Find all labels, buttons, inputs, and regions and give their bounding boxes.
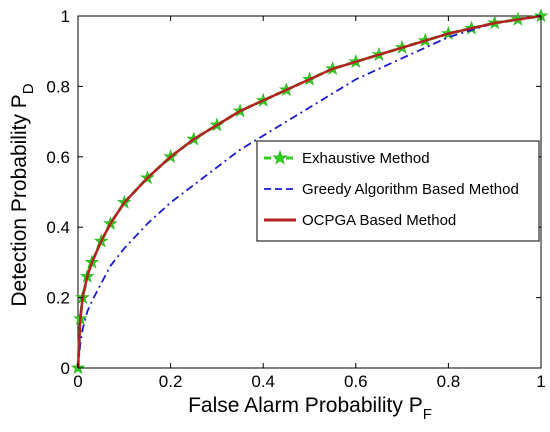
x-tick-label: 0.4 bbox=[251, 372, 275, 391]
x-tick-label: 1 bbox=[536, 372, 545, 391]
x-axis-label-subscript: F bbox=[423, 406, 432, 423]
y-tick-label: 0.8 bbox=[46, 77, 70, 96]
y-axis-label-subscript: D bbox=[20, 83, 37, 94]
plot-area-frame bbox=[77, 15, 542, 369]
series-layer bbox=[70, 8, 549, 375]
ticks-layer: 0 0.2 0.4 0.6 0.8 1 0 0.2 0.4 0.6 0.8 1 bbox=[46, 7, 545, 391]
y-tick-label: 0.6 bbox=[46, 148, 70, 167]
y-tick-label: 0.2 bbox=[46, 289, 70, 308]
legend-label-ocpga: OCPGA Based Method bbox=[302, 212, 456, 229]
x-tick-label: 0.8 bbox=[437, 372, 461, 391]
legend-entry-ocpga: OCPGA Based Method bbox=[264, 212, 456, 229]
x-axis-label: False Alarm Probability PF bbox=[188, 394, 432, 423]
legend-star-marker bbox=[272, 149, 288, 165]
series-line-ocpga bbox=[76, 14, 542, 369]
legend-entry-greedy: Greedy Algorithm Based Method bbox=[264, 181, 519, 198]
y-tick-label: 1 bbox=[61, 7, 70, 26]
legend-label-greedy: Greedy Algorithm Based Method bbox=[302, 181, 519, 198]
legend-entry-exhaustive: Exhaustive Method bbox=[264, 149, 430, 167]
x-tick-label: 0.6 bbox=[344, 372, 368, 391]
y-axis-label: Detection Probability PD bbox=[8, 83, 37, 306]
x-tick-label: 0.2 bbox=[159, 372, 183, 391]
series-line-greedy bbox=[77, 15, 542, 369]
y-tick-label: 0.4 bbox=[46, 218, 70, 237]
legend: Exhaustive Method Greedy Algorithm Based… bbox=[256, 140, 540, 242]
legend-label-exhaustive: Exhaustive Method bbox=[302, 150, 430, 167]
x-tick-label: 0 bbox=[73, 372, 82, 391]
legend-box bbox=[256, 140, 540, 242]
y-tick-label: 0 bbox=[61, 359, 70, 378]
